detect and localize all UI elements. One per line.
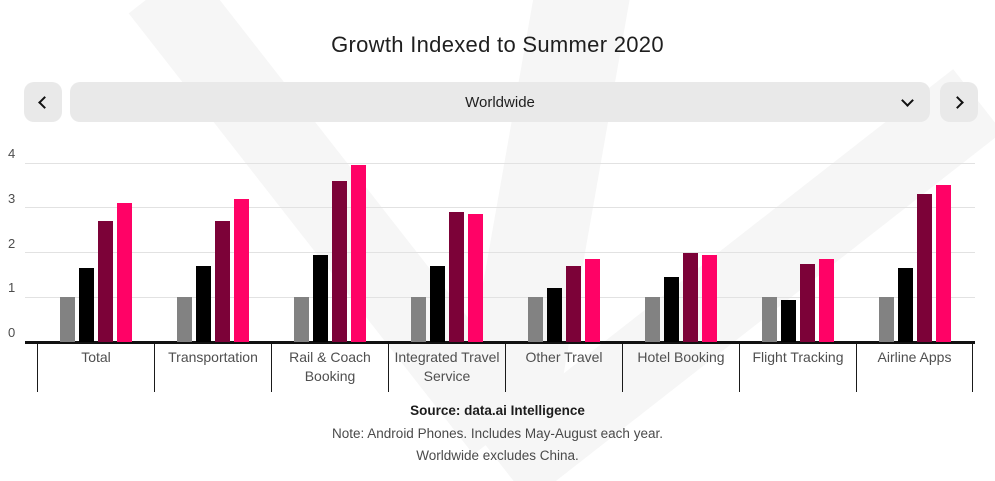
gridline-y-4: [25, 162, 975, 164]
category-label: Other Travel: [505, 343, 622, 392]
y-axis-tick-label: 3: [8, 190, 16, 206]
chart-footer: Source: data.ai Intelligence Note: Andro…: [0, 403, 995, 470]
bar-gray: [527, 297, 543, 342]
chevron-right-icon: [951, 95, 964, 109]
bar-burgundy: [97, 221, 113, 342]
bar-pink: [116, 203, 132, 342]
bar-pink: [233, 198, 249, 342]
bar-burgundy: [565, 265, 581, 342]
bar-gray: [293, 297, 309, 342]
bar-burgundy: [448, 212, 464, 342]
bar-black: [780, 299, 796, 342]
bar-black: [195, 265, 211, 342]
note-text-2: Worldwide excludes China.: [416, 448, 579, 463]
gridline-y-1: [25, 296, 975, 298]
bar-black: [897, 268, 913, 342]
gridline-y-3: [25, 207, 975, 209]
category-label: Integrated Travel Service: [388, 343, 505, 392]
category-label: Total: [37, 343, 154, 392]
bar-gray: [410, 297, 426, 342]
x-axis-line: [25, 341, 975, 344]
next-region-button[interactable]: [940, 82, 978, 122]
category-label: Transportation: [154, 343, 271, 392]
y-axis-tick-label: 4: [8, 146, 16, 161]
region-selector-row: Worldwide: [0, 82, 995, 122]
bar-black: [312, 254, 328, 342]
chevron-down-icon: [901, 94, 914, 107]
bar-pink: [935, 185, 951, 342]
bar-group: [154, 163, 271, 342]
source-text: Source: data.ai Intelligence: [410, 403, 585, 418]
y-axis-tick-label: 1: [8, 280, 16, 296]
region-dropdown[interactable]: Worldwide: [70, 82, 930, 122]
chevron-left-icon: [38, 95, 51, 109]
region-dropdown-value: Worldwide: [465, 93, 535, 111]
bar-pink: [701, 254, 717, 342]
bar-group: [856, 163, 973, 342]
bar-group: [505, 163, 622, 342]
bar-gray: [761, 297, 777, 342]
page-title: Growth Indexed to Summer 2020: [331, 32, 664, 57]
bar-pink: [467, 214, 483, 342]
bar-gray: [644, 297, 660, 342]
category-label: Rail & Coach Booking: [271, 343, 388, 392]
category-label: Flight Tracking: [739, 343, 856, 392]
bar-group: [37, 163, 154, 342]
bar-burgundy: [916, 194, 932, 342]
bar-burgundy: [331, 180, 347, 342]
bar-burgundy: [682, 252, 698, 342]
bar-pink: [350, 165, 366, 342]
gridline-y-2: [25, 252, 975, 253]
y-axis-tick-label: 2: [8, 235, 16, 251]
bar-gray: [59, 297, 75, 342]
bar-black: [78, 268, 94, 342]
y-axis-tick-label: 0: [8, 325, 16, 340]
bar-burgundy: [799, 263, 815, 342]
bar-black: [429, 265, 445, 342]
bar-gray: [176, 297, 192, 342]
bar-gray: [878, 297, 894, 342]
bar-group: [739, 163, 856, 342]
bar-chart: 0 1 2 3 4 Total Transportation Rail & Coach Boo…: [8, 146, 975, 392]
bar-pink: [818, 259, 834, 342]
bar-burgundy: [214, 221, 230, 342]
bar-group: [388, 163, 505, 342]
bar-group: [271, 163, 388, 342]
bar-black: [663, 277, 679, 342]
category-label: Airline Apps: [856, 343, 973, 392]
previous-region-button[interactable]: [24, 82, 62, 122]
bar-black: [546, 288, 562, 342]
note-text-1: Note: Android Phones. Includes May-Augus…: [332, 426, 663, 441]
bar-pink: [584, 259, 600, 342]
category-label: Hotel Booking: [622, 343, 739, 392]
bar-group: [622, 163, 739, 342]
